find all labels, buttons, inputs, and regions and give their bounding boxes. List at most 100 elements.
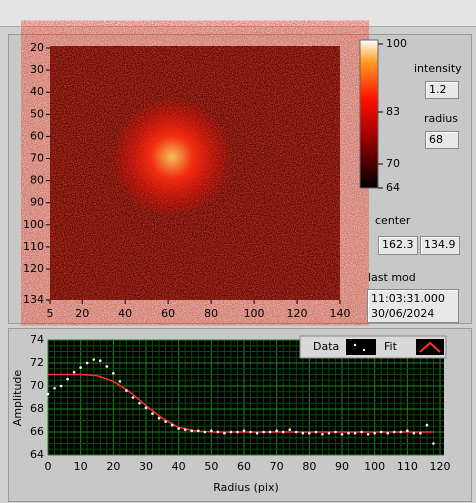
data-point (210, 429, 213, 433)
x-tick-label: 60 (237, 460, 251, 473)
data-point (268, 430, 272, 434)
legend-swatch (346, 339, 376, 355)
data-point (406, 429, 409, 433)
data-point (66, 377, 69, 381)
data-point (112, 372, 115, 375)
y-tick-label: 30 (30, 63, 44, 76)
data-point (177, 427, 180, 430)
data-point (301, 431, 305, 435)
y-tick-label: 60 (30, 129, 44, 142)
data-point (138, 401, 141, 405)
y-tick-label: 90 (30, 196, 44, 209)
colorbar-tick-label: 100 (386, 37, 407, 50)
data-point (340, 433, 344, 436)
data-point (347, 431, 350, 435)
y-tick-label: 64 (30, 448, 44, 461)
data-point (379, 430, 383, 434)
x-tick-label: 120 (287, 307, 308, 320)
x-tick-label: 60 (161, 307, 175, 320)
colorbar (359, 39, 379, 189)
data-point (242, 429, 246, 433)
data-point (249, 430, 252, 434)
data-point (314, 430, 318, 434)
data-point (216, 430, 220, 434)
data-point (105, 365, 109, 368)
data-point (353, 431, 357, 435)
data-point (190, 429, 194, 433)
data-point (144, 406, 148, 410)
data-point (281, 430, 285, 434)
y-tick-label: 66 (30, 425, 44, 438)
y-tick-label: 20 (30, 41, 44, 54)
y-tick-label: 100 (23, 218, 44, 231)
x-tick-label: 100 (244, 307, 265, 320)
x-tick-label: 20 (75, 307, 89, 320)
data-point (170, 423, 174, 427)
data-point (125, 389, 128, 392)
data-point (432, 442, 435, 445)
data-point (334, 430, 337, 434)
data-point (419, 431, 422, 435)
y-tick-label: 134 (23, 293, 44, 306)
indicator: 11:03:31.000 30/06/2024 (367, 289, 459, 323)
data-point (164, 420, 167, 423)
x-tick-label: 70 (270, 460, 284, 473)
data-point (53, 387, 56, 390)
y-axis-label: Amplitude (11, 370, 24, 427)
data-point (59, 384, 63, 388)
data-point (46, 392, 50, 396)
indicator: 1.2 (425, 81, 459, 99)
x-tick-label: 0 (45, 460, 52, 473)
indicator: 68 (425, 131, 459, 149)
y-tick-label: 74 (30, 333, 44, 346)
indicator: 162.3 (378, 236, 418, 255)
x-tick-label: 20 (106, 460, 120, 473)
data-point (79, 366, 82, 369)
data-point (412, 431, 416, 435)
legend-label: Data (313, 340, 339, 353)
date: 30/06/2024 (371, 307, 435, 320)
fit-line (48, 373, 434, 433)
data-point (203, 430, 207, 434)
x-tick-label: 140 (330, 307, 351, 320)
y-tick-label: 70 (30, 152, 44, 165)
label: last mod (368, 271, 416, 284)
x-tick-label: 50 (204, 460, 218, 473)
data-point (399, 430, 403, 434)
data-point (366, 433, 370, 436)
label: center (375, 214, 411, 227)
y-tick-label: 72 (30, 356, 44, 369)
data-point (392, 430, 396, 434)
legend-label: Fit (384, 340, 398, 353)
x-tick-label: 110 (397, 460, 418, 473)
data-point (183, 428, 187, 432)
legend-dot (353, 343, 357, 347)
data-point (294, 430, 298, 434)
x-tick-label: 10 (74, 460, 88, 473)
data-point (262, 430, 265, 434)
y-tick-label: 50 (30, 107, 44, 120)
data-point (321, 433, 324, 436)
x-tick-label: 90 (335, 460, 349, 473)
data-point (360, 430, 363, 434)
data-point (288, 428, 292, 432)
data-point (98, 359, 102, 363)
legend-line (419, 341, 441, 353)
x-tick-label: 100 (364, 460, 385, 473)
y-tick-label: 70 (30, 379, 44, 392)
time: 11:03:31.000 (371, 292, 445, 305)
data-point (229, 430, 233, 434)
data-point (373, 431, 376, 435)
data-point (118, 380, 122, 383)
data-point (236, 430, 239, 434)
indicator: 134.9 (420, 236, 460, 255)
colorbar-tick-label: 83 (386, 105, 400, 118)
data-point (223, 431, 226, 435)
colorbar-tick-label: 64 (386, 181, 400, 194)
data-point (151, 412, 154, 415)
data-point (131, 396, 135, 399)
y-tick-label: 120 (23, 262, 44, 275)
image-spot (112, 97, 232, 217)
data-point (308, 431, 311, 435)
